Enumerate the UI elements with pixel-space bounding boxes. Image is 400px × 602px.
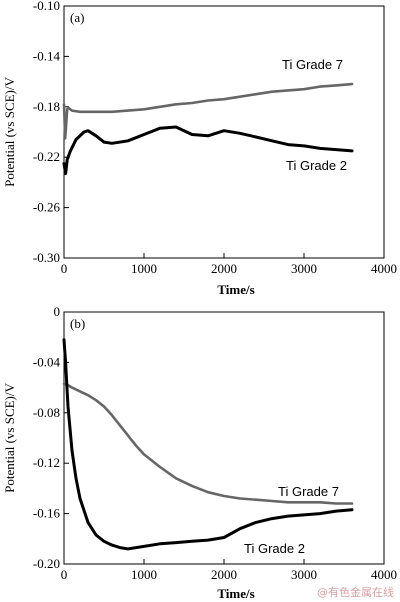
y-tick-label-a-4: -0.14	[33, 48, 61, 63]
panel-label-b: (b)	[70, 316, 85, 331]
watermark: @有色金属在线	[317, 586, 394, 599]
y-tick-label-a-5: -0.10	[33, 0, 60, 13]
y-tick-label-b-4: -0.04	[33, 354, 61, 369]
y-tick-label-a-0: -0.30	[33, 250, 60, 265]
x-tick-label-a-2: 2000	[211, 261, 237, 276]
y-axis-label-b: Potential (vs SCE)/V	[2, 383, 17, 493]
x-tick-label-b-1: 1000	[131, 567, 157, 582]
y-tick-label-b-5: 0	[54, 304, 61, 319]
x-ticks-a: 0 1000 2000 3000 4000	[61, 253, 397, 276]
x-ticks-b: 0 1000 2000 3000 4000	[61, 559, 397, 582]
x-tick-label-a-1: 1000	[131, 261, 157, 276]
y-axis-label-a: Potential (vs SCE)/V	[2, 77, 17, 187]
x-tick-label-b-4: 4000	[371, 567, 397, 582]
y-ticks-b: -0.20 -0.16 -0.12 -0.08 -0.04 0	[33, 304, 69, 571]
series-label-grade2-b: Ti Grade 2	[244, 541, 305, 556]
x-tick-label-a-3: 3000	[291, 261, 317, 276]
x-tick-label-a-4: 4000	[371, 261, 397, 276]
series-b	[62, 338, 354, 551]
series-line-b-grade7	[62, 382, 354, 505]
x-tick-label-b-3: 3000	[291, 567, 317, 582]
series-label-grade2-a: Ti Grade 2	[286, 158, 347, 173]
y-tick-label-a-1: -0.26	[33, 200, 61, 215]
y-tick-label-b-0: -0.20	[33, 556, 60, 571]
series-line-a-grade7	[62, 82, 354, 140]
series-a	[62, 82, 354, 176]
plot-frame-b	[63, 311, 385, 565]
y-tick-label-b-1: -0.16	[33, 506, 61, 521]
panel-b: 0 1000 2000 3000 4000 -0.20-0.16-0.12-0.08-0…	[2, 304, 397, 601]
y-tick-label-a-3: -0.18	[33, 99, 60, 114]
panel-label-a: (a)	[70, 10, 84, 25]
series-label-grade7-a: Ti Grade 7	[282, 57, 343, 72]
y-tick-label-b-2: -0.12	[33, 455, 60, 470]
x-tick-label-a-0: 0	[61, 261, 68, 276]
y-tick-label-b-3: -0.08	[33, 405, 60, 420]
series-line-b-grade2	[62, 338, 354, 551]
panel-a: 0 1000 2000 3000 4000 -0.30 -0.26 -0.22 -0.18 -0…	[2, 0, 397, 297]
x-tick-label-b-0: 0	[61, 567, 68, 582]
x-axis-label-b: Time/s	[217, 586, 254, 601]
x-axis-label-a: Time/s	[217, 282, 254, 297]
y-tick-label-a-2: -0.22	[33, 149, 60, 164]
x-tick-label-b-2: 2000	[211, 567, 237, 582]
series-label-grade7-b: Ti Grade 7	[278, 484, 339, 499]
series-line-a-grade2	[62, 125, 354, 176]
